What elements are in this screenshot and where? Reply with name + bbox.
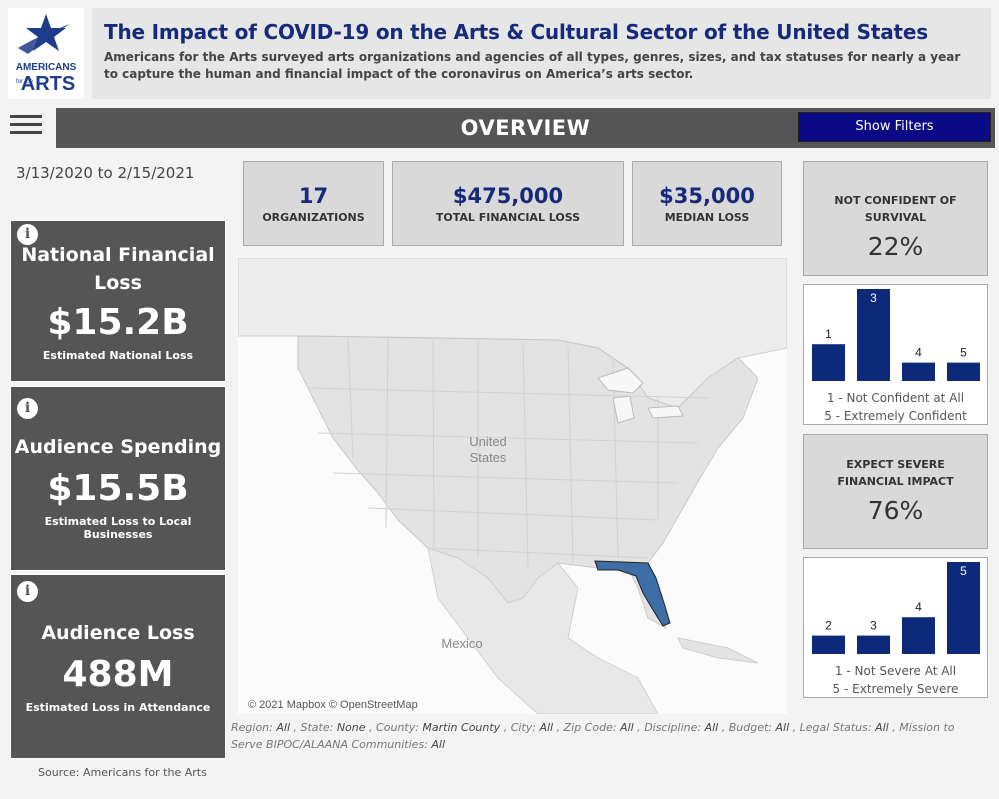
show-filters-button[interactable]: Show Filters xyxy=(798,112,991,142)
bar-5[interactable] xyxy=(947,562,980,654)
kpi-organizations: 17 ORGANIZATIONS xyxy=(243,161,384,246)
filter-region-label: Region: xyxy=(231,721,273,734)
not-confident-label: NOT CONFIDENT OF SURVIVAL xyxy=(834,194,957,224)
kpi-total-financial-loss: $475,000 TOTAL FINANCIAL LOSS xyxy=(392,161,624,246)
bar-label-3: 3 xyxy=(870,619,877,633)
national-financial-loss-card: i National Financial Loss $15.2B Estimat… xyxy=(10,220,226,382)
card-subtitle: Estimated Loss to Local Businesses xyxy=(44,515,192,541)
filter-legal-label: Legal Status: xyxy=(799,721,872,734)
kpi-label: MEDIAN LOSS xyxy=(664,211,750,224)
kpi-median-loss: $35,000 MEDIAN LOSS xyxy=(632,161,782,246)
card-title: National Financial Loss xyxy=(21,244,215,294)
bar-3[interactable] xyxy=(857,635,890,654)
kpi-value: $35,000 xyxy=(659,184,755,208)
confidence-chart: 1 3 4 5 1 - Not Confident at All 5 - Extrem… xyxy=(803,284,988,425)
card-title: Audience Spending xyxy=(14,436,222,458)
bar-label-3: 3 xyxy=(870,291,877,305)
menu-icon[interactable] xyxy=(8,110,44,146)
logo-line1: AMERICANS xyxy=(16,62,77,73)
filter-discipline-label: Discipline: xyxy=(644,721,702,734)
kpi-label: TOTAL FINANCIAL LOSS xyxy=(435,211,581,224)
severe-impact-panel: EXPECT SEVERE FINANCIAL IMPACT 76% xyxy=(803,434,988,549)
map-label-us-1: United xyxy=(469,434,507,449)
filter-city-label: City: xyxy=(510,721,536,734)
severity-chart: 2 3 4 5 1 - Not Severe At All 5 - Extremely… xyxy=(803,557,988,698)
filter-state-value: None xyxy=(336,721,366,734)
audience-loss-card: i Audience Loss 488M Estimated Loss in A… xyxy=(10,574,226,759)
kpi-label: ORGANIZATIONS xyxy=(262,211,365,224)
bar-label-4: 4 xyxy=(915,600,922,614)
confidence-bar-chart: 1 3 4 5 xyxy=(812,289,980,381)
map-label-us-2: States xyxy=(470,450,507,465)
map-label-mexico: Mexico xyxy=(441,636,482,651)
filter-county-value: Martin County xyxy=(422,721,501,734)
filter-zip-value: All xyxy=(620,721,634,734)
bar-3[interactable] xyxy=(857,289,890,381)
info-icon[interactable]: i xyxy=(17,398,38,419)
info-icon[interactable]: i xyxy=(17,224,38,245)
bar-4[interactable] xyxy=(902,362,935,381)
bar-1[interactable] xyxy=(812,344,845,381)
filter-city-value: All xyxy=(539,721,554,734)
bar-label-5: 5 xyxy=(960,346,967,360)
card-title: Audience Loss xyxy=(41,622,195,644)
filter-state-label: State: xyxy=(300,721,334,734)
kpi-value: 17 xyxy=(298,184,329,208)
logo-line3: ARTS xyxy=(21,73,75,95)
page-subtitle: Americans for the Arts surveyed arts org… xyxy=(104,50,961,82)
bar-label-1: 1 xyxy=(825,327,832,341)
severity-legend-2: 5 - Extremely Severe xyxy=(832,682,959,696)
filter-mission-value: All xyxy=(431,738,446,751)
kpi-value: $475,000 xyxy=(452,184,564,208)
header: The Impact of COVID-19 on the Arts & Cul… xyxy=(92,8,991,99)
page-title: The Impact of COVID-19 on the Arts & Cul… xyxy=(104,20,928,44)
bar-4[interactable] xyxy=(902,617,935,654)
nav-title: OVERVIEW xyxy=(460,116,591,140)
bar-label-4: 4 xyxy=(915,346,922,360)
card-value: $15.2B xyxy=(47,302,189,343)
bar-label-2: 2 xyxy=(825,619,832,633)
filter-budget-label: Budget: xyxy=(728,721,773,734)
filter-discipline-value: All xyxy=(704,721,719,734)
severity-bar-chart: 2 3 4 5 xyxy=(812,562,980,654)
not-confident-percent: 22% xyxy=(867,232,924,261)
filter-legal-value: All xyxy=(875,721,889,734)
filter-region-value: All xyxy=(276,721,290,734)
card-value: $15.5B xyxy=(47,468,189,509)
nav-bar: OVERVIEW Show Filters xyxy=(56,108,995,148)
bar-2[interactable] xyxy=(812,635,845,654)
filter-summary: Region: All , State: None , County: Mart… xyxy=(231,721,955,751)
filter-zip-label: Zip Code: xyxy=(563,721,617,734)
severe-impact-percent: 76% xyxy=(867,496,924,525)
confidence-legend-2: 5 - Extremely Confident xyxy=(824,409,967,423)
date-range: 3/13/2020 to 2/15/2021 xyxy=(16,164,195,182)
logo-line2: for the xyxy=(16,79,34,85)
americans-for-the-arts-logo: AMERICANS for the ARTS xyxy=(8,8,84,99)
not-confident-panel: NOT CONFIDENT OF SURVIVAL 22% xyxy=(803,161,988,276)
confidence-legend-1: 1 - Not Confident at All xyxy=(826,391,965,405)
filter-county-label: County: xyxy=(376,721,419,734)
card-subtitle: Estimated National Loss xyxy=(42,349,194,362)
bar-5[interactable] xyxy=(947,362,980,381)
filter-mission-label: Mission to Serve BIPOC/ALAANA Communitie… xyxy=(231,721,955,751)
card-value: 488M xyxy=(62,654,174,695)
card-subtitle: Estimated Loss in Attendance xyxy=(25,701,211,714)
severe-impact-label: EXPECT SEVERE FINANCIAL IMPACT xyxy=(837,458,954,488)
audience-spending-card: i Audience Spending $15.5B Estimated Los… xyxy=(10,386,226,571)
map-attribution: © 2021 Mapbox © OpenStreetMap xyxy=(248,699,418,711)
source-note: Source: Americans for the Arts xyxy=(38,766,207,779)
severity-legend-1: 1 - Not Severe At All xyxy=(834,664,957,678)
bar-label-5: 5 xyxy=(960,564,967,578)
filter-budget-value: All xyxy=(775,721,790,734)
us-map[interactable]: United States Mexico © 2021 Mapbox © Ope… xyxy=(238,258,787,714)
info-icon[interactable]: i xyxy=(17,581,38,602)
